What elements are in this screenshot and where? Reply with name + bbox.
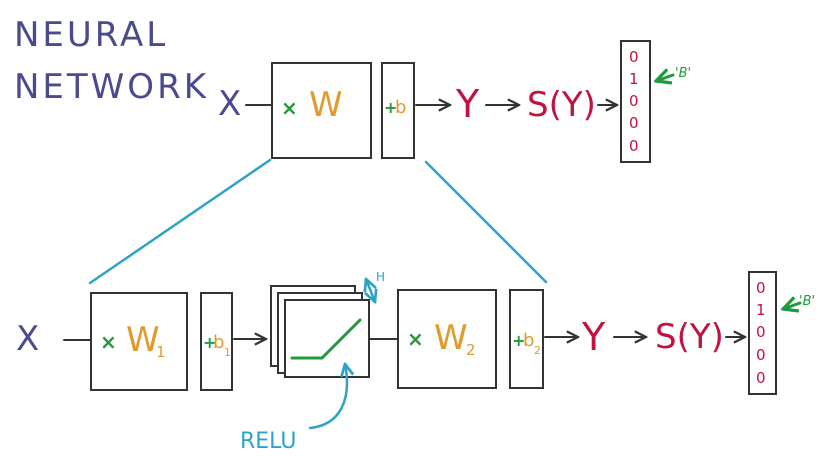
top-onehot-box (620, 40, 651, 163)
bottom-weight1-box (90, 292, 188, 391)
relu-activation-curve (290, 318, 362, 360)
top-input-x: X (218, 84, 241, 124)
bottom-input-x: X (16, 319, 39, 359)
zoom-line-left (88, 158, 272, 285)
bottom-bias1-label: b (213, 332, 224, 353)
bottom-onehot-box (748, 271, 777, 395)
bottom-label-arrow (783, 303, 802, 309)
bottom-output-y: Y (581, 315, 606, 359)
zoom-line-right (424, 160, 548, 284)
top-vector-value-3: 0 (629, 114, 639, 132)
top-softmax: S(Y) (527, 85, 596, 125)
bottom-multiply2-sign: × (407, 327, 424, 351)
bottom-weight2-subscript: 2 (466, 341, 476, 359)
bottom-vector-value-0: 0 (756, 279, 766, 297)
top-onehot-vector: 0 1 0 0 0 (629, 48, 639, 155)
title-line-2: NETWORK (14, 67, 209, 107)
bottom-vector-value-2: 0 (756, 323, 766, 341)
top-vector-value-0: 0 (629, 48, 639, 66)
top-weight-box (271, 62, 372, 159)
top-vector-value-2: 0 (629, 92, 639, 110)
relu-layer-stack (270, 285, 370, 378)
bottom-weight1-label: W (126, 320, 160, 360)
bottom-bias2-plus: + (512, 331, 525, 350)
bottom-multiply1-sign: × (100, 330, 117, 354)
top-output-y: Y (455, 82, 480, 126)
bottom-bias2-subscript: 2 (534, 344, 541, 357)
top-bias-plus: + (384, 98, 397, 117)
bottom-vector-value-3: 0 (756, 346, 766, 364)
bottom-bias2-box (509, 289, 544, 389)
top-weight-label: W (309, 85, 343, 125)
top-class-label: 'B' (675, 66, 691, 81)
top-label-arrow (656, 75, 675, 81)
relu-callout-arrow (308, 364, 347, 430)
bottom-weight2-label: W (434, 318, 468, 358)
relu-size-arrow (366, 279, 375, 302)
relu-size-label: H (376, 270, 385, 284)
bottom-bias2-label: b (523, 330, 534, 351)
bottom-weight2-box (397, 289, 497, 389)
bottom-class-label: 'B' (799, 294, 815, 309)
bottom-bias1-box (200, 292, 233, 391)
top-bias-label: b (395, 97, 406, 118)
bottom-weight1-subscript: 1 (156, 343, 166, 361)
relu-layer-front (284, 299, 370, 378)
bottom-vector-value-4: 0 (756, 369, 766, 387)
bottom-bias1-subscript: 1 (224, 346, 231, 359)
relu-label: RELU (240, 429, 296, 454)
top-multiply-sign: × (281, 96, 298, 120)
top-vector-value-1: 1 (629, 70, 639, 88)
top-vector-value-4: 0 (629, 137, 639, 155)
bottom-softmax: S(Y) (655, 317, 724, 357)
top-bias-box (381, 62, 415, 159)
bottom-bias1-plus: + (203, 333, 216, 352)
title-line-1: NEURAL (14, 15, 168, 55)
bottom-vector-value-1: 1 (756, 301, 766, 319)
bottom-onehot-vector: 0 1 0 0 0 (756, 279, 766, 387)
